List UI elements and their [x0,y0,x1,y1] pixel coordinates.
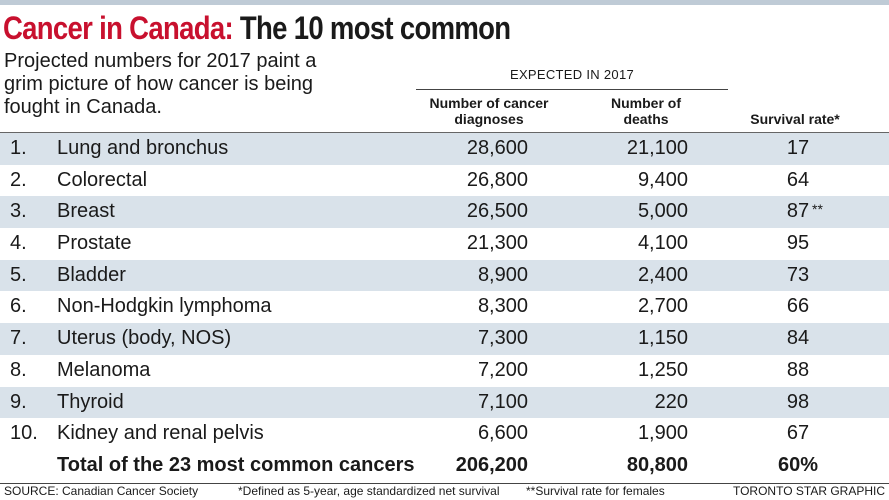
survival-rate-value: 67 [760,418,836,450]
diagnoses-value: 7,200 [477,358,528,381]
title-prefix: Cancer in Canada: [3,10,234,46]
group-divider [416,89,728,90]
table-row: 7. Uterus (body, NOS) 7,300 1,150 84 [0,323,889,355]
total-diagnoses: 206,200 [455,453,528,476]
table-row: 3. Breast 26,500 5,000 87 ** [0,196,889,229]
row-rank: 10. [10,422,38,445]
diagnoses-value: 26,800 [466,168,528,191]
deaths-value: 1,150 [637,327,688,350]
column-header-diagnoses: Number of cancer diagnoses [429,95,549,127]
table-row: 10. Kidney and renal pelvis 6,600 1,900 67 [0,418,889,450]
row-rank: 9. [10,390,27,413]
table-row: 1. Lung and bronchus 28,600 21,100 17 [0,133,889,165]
footer-note-survival-definition: *Defined as 5-year, age standardized net… [238,484,500,498]
survival-rate-value: 17 [760,133,836,165]
survival-rate-value: 95 [760,228,836,260]
cancer-name: Melanoma [57,358,151,381]
total-survival-rate: 60% [777,453,819,476]
header-divider [0,132,889,133]
survival-number: 88 [786,358,810,381]
deaths-value: 2,400 [637,263,688,286]
total-label: Total of the 23 most common cancers [57,453,415,476]
cancer-name: Uterus (body, NOS) [57,327,232,350]
survival-rate-value: 64 [760,165,836,197]
deaths-value: 5,000 [637,200,688,223]
survival-rate-value: 73 [760,260,836,292]
deaths-value: 4,100 [637,232,688,255]
diagnoses-value: 28,600 [466,137,528,159]
cancer-name: Non-Hodgkin lymphoma [57,295,272,318]
deaths-value: 1,250 [637,358,688,381]
footer-credit: TORONTO STAR GRAPHIC [732,484,885,498]
diagnoses-value: 6,600 [477,422,528,445]
row-rank: 1. [10,137,27,159]
diagnoses-value: 8,300 [477,295,528,318]
table-row: 9. Thyroid 7,100 220 98 [0,386,889,419]
row-rank: 4. [10,232,27,255]
survival-number: 95 [786,232,810,255]
row-rank: 5. [10,263,27,286]
deaths-value: 21,100 [626,137,688,159]
survival-number: 17 [786,137,810,159]
footer-note-females: **Survival rate for females [526,484,665,498]
survival-rate-value: 84 [760,323,836,355]
footer-divider [0,483,889,484]
diagnoses-value: 7,300 [477,327,528,350]
survival-rate-value: 88 [760,355,836,387]
row-rank: 2. [10,168,27,191]
diagnoses-value: 8,900 [477,263,528,286]
deaths-value: 220 [654,390,688,413]
top-accent-bar [0,0,889,5]
table-row: 8. Melanoma 7,200 1,250 88 [0,355,889,387]
table-body: 1. Lung and bronchus 28,600 21,100 17 2. Color… [0,133,889,482]
footer-source: SOURCE: Canadian Cancer Society [4,484,199,498]
column-header-survival: Survival rate* [750,111,840,127]
table-row: 6. Non-Hodgkin lymphoma 8,300 2,700 66 [0,291,889,323]
diagnoses-value: 26,500 [466,200,528,223]
survival-rate-value: 98 [760,387,836,419]
survival-number: 67 [786,422,810,445]
deaths-value: 9,400 [637,168,688,191]
diagnoses-value: 7,100 [477,390,528,413]
survival-rate-value: 66 [760,291,836,323]
table-row: 2. Colorectal 26,800 9,400 64 [0,165,889,197]
table-row: 4. Prostate 21,300 4,100 95 [0,228,889,260]
cancer-name: Kidney and renal pelvis [57,422,264,445]
survival-number: 66 [786,295,810,318]
row-rank: 6. [10,295,27,318]
row-rank: 7. [10,327,27,350]
survival-number: 73 [786,263,810,286]
diagnoses-value: 21,300 [466,232,528,255]
cancer-name: Breast [57,200,115,223]
column-header-deaths: Number of deaths [611,95,681,127]
title-rest: The 10 most common [239,10,511,46]
survival-number: 84 [786,327,810,350]
cancer-name: Bladder [57,263,126,286]
deaths-value: 1,900 [637,422,688,445]
cancer-name: Lung and bronchus [57,137,229,159]
cancer-name: Thyroid [57,390,124,413]
total-row: Total of the 23 most common cancers 206,2… [0,450,889,482]
footnote-marker: ** [812,201,823,218]
total-deaths: 80,800 [626,453,688,476]
survival-number: 87 [786,200,810,223]
group-label: EXPECTED IN 2017 [509,67,634,82]
survival-rate-value: 87 ** [760,196,836,228]
survival-number: 98 [786,390,810,413]
row-rank: 3. [10,200,27,223]
cancer-name: Prostate [57,232,132,255]
survival-number: 64 [786,168,810,191]
row-rank: 8. [10,358,27,381]
cancer-name: Colorectal [57,168,148,191]
chart-subtitle: Projected numbers for 2017 paint a grim … [4,50,317,118]
table-row: 5. Bladder 8,900 2,400 73 [0,259,889,292]
chart-title: Cancer in Canada: The 10 most common [3,9,511,47]
deaths-value: 2,700 [637,295,688,318]
